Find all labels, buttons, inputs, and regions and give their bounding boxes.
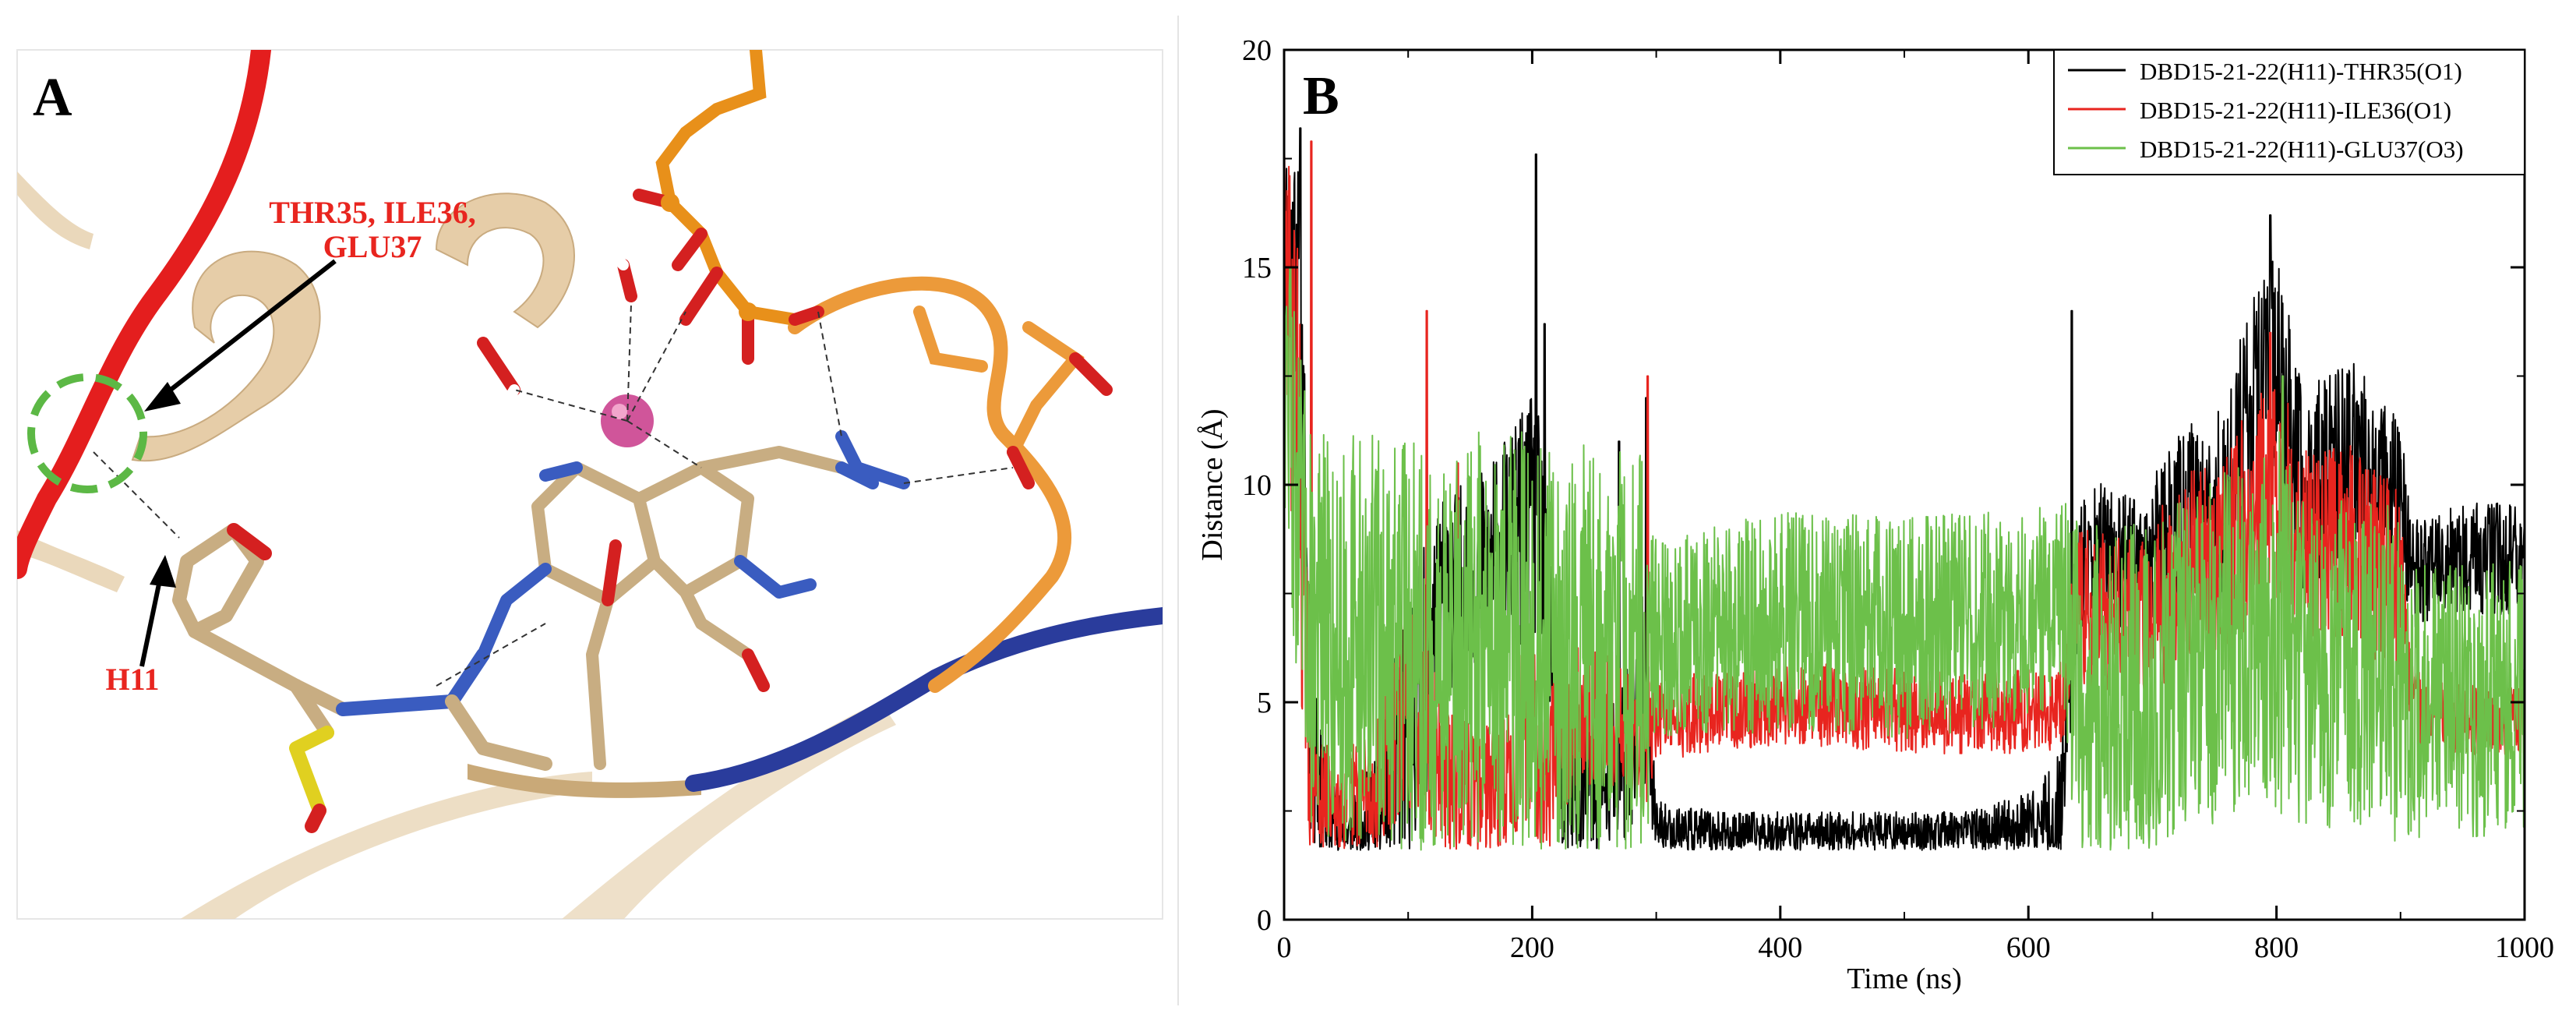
tan-ribbon-left-arc	[17, 530, 125, 592]
x-tick-label: 600	[2006, 931, 2051, 964]
residue-arrow	[154, 259, 337, 404]
series-glu37-line	[1284, 267, 2525, 851]
y-tick-label: 10	[1242, 469, 1272, 502]
x-tick-label: 800	[2254, 931, 2299, 964]
guanine-base	[477, 446, 879, 770]
tan-helix-left	[131, 250, 321, 462]
annotation-arrows	[139, 259, 337, 667]
x-axis-label: Time (ns)	[1847, 963, 1961, 995]
hydrogen-bonds	[93, 303, 1014, 687]
orange-ribbon	[788, 276, 1071, 693]
tan-ribbon-lower-sheet	[180, 772, 592, 919]
orange-side-chain	[913, 306, 1113, 489]
y-axis-label: Distance (Å)	[1196, 408, 1229, 560]
residue-label-line1: THR35, ILE36,	[269, 195, 476, 230]
phosphate-chain	[633, 50, 824, 365]
legend-box	[2053, 49, 2525, 175]
legend-label-ile36: DBD15-21-22(H11)-ILE36(O1)	[2140, 97, 2451, 124]
h11-ligand	[172, 523, 552, 833]
tan-ribbon-top	[17, 171, 94, 249]
x-tick-label: 1000	[2495, 931, 2554, 964]
panel-b: B 0 200 400 600 800 1000 0 5 10 15 20 Time (ns) Di…	[1196, 34, 2554, 995]
legend-label-thr35: DBD15-21-22(H11)-THR35(O1)	[2140, 58, 2462, 85]
metal-ion-highlight	[612, 404, 627, 419]
legend-label-glu37: DBD15-21-22(H11)-GLU37(O3)	[2140, 136, 2464, 163]
interaction-highlight-circle	[27, 373, 147, 493]
red-ribbon	[17, 50, 271, 579]
tan-helix-center	[435, 193, 575, 329]
y-tick-label: 20	[1242, 34, 1272, 67]
panel-a: A THR35, ILE36, GLU37 H11	[16, 49, 1163, 920]
y-tick-label: 0	[1257, 904, 1272, 937]
residue-arrowhead	[144, 382, 181, 412]
residue-label-line2: GLU37	[323, 229, 422, 264]
series-layer	[1284, 127, 2525, 851]
legend: DBD15-21-22(H11)-THR35(O1) DBD15-21-22(H…	[2053, 49, 2525, 175]
y-tick-label: 5	[1257, 687, 1272, 719]
tan-loop-bottom	[468, 764, 701, 798]
water-molecule	[477, 252, 637, 434]
ligand-label: H11	[106, 662, 160, 697]
ligand-arrowhead	[150, 555, 176, 588]
tan-ribbon-lower-sheet-2	[562, 701, 896, 919]
panel-b-letter: B	[1303, 66, 1339, 126]
x-tick-label: 400	[1758, 931, 1802, 964]
x-tick-label: 200	[1510, 931, 1554, 964]
amine-group	[835, 430, 910, 489]
x-tick-label: 0	[1277, 931, 1292, 964]
panel-a-letter: A	[33, 68, 72, 128]
y-tick-label: 15	[1242, 252, 1272, 284]
